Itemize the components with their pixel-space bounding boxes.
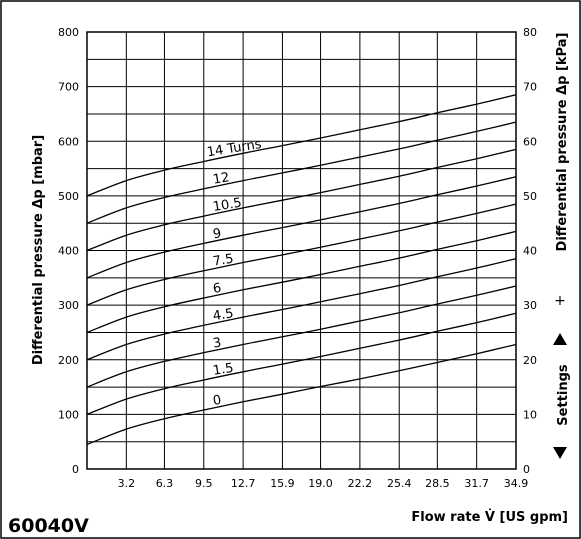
- x-axis-title: Flow rate V̇ [US gpm]: [411, 510, 568, 525]
- curve-1.5: [86, 312, 517, 416]
- triangle-down-icon: [553, 447, 567, 459]
- triangle-up-icon: [553, 333, 567, 345]
- y2-tick-label: 50: [523, 190, 537, 203]
- y2-tick-label: 20: [523, 354, 537, 367]
- model-label: 60040V: [8, 515, 89, 537]
- y-tick-label: 300: [58, 299, 79, 312]
- curve-label: 12: [212, 170, 231, 187]
- y2-tick-label: 80: [523, 26, 537, 39]
- y2-tick-label: 40: [523, 245, 537, 258]
- curve-label: 7.5: [212, 252, 235, 270]
- settings-plus: +: [554, 293, 566, 309]
- y-tick-label: 600: [58, 135, 79, 148]
- curve-label: 6: [212, 281, 223, 297]
- curve-label: 9: [212, 226, 223, 242]
- y-tick-label: 0: [72, 463, 79, 476]
- curve-label: 10.5: [212, 196, 243, 215]
- y2-tick-label: 60: [523, 135, 537, 148]
- y-axis-title: Differential pressure Δp [mbar]: [31, 135, 46, 365]
- y-tick-labels: 0 100 200 300 400 500 600 700 800: [58, 26, 79, 476]
- plot-border: [86, 31, 517, 470]
- x-tick-label: 12.7: [231, 477, 256, 490]
- x-tick-labels: 3.2 6.3 9.5 12.7 15.9 19.0 22.2 25.4 28.5 31.7 34.…: [118, 477, 529, 490]
- curve-0: [86, 343, 517, 446]
- curve-7.5: [86, 203, 517, 306]
- y-tick-label: 200: [58, 354, 79, 367]
- x-tick-label: 22.2: [348, 477, 373, 490]
- x-tick-label: 9.5: [195, 477, 213, 490]
- curve-10.5: [86, 148, 517, 252]
- x-tick-label: 28.5: [425, 477, 450, 490]
- settings-label: Settings: [556, 364, 571, 426]
- curve-label: 0: [212, 393, 223, 409]
- curve-3: [86, 285, 517, 388]
- curve-label: 3: [212, 335, 223, 351]
- x-tick-label: 31.7: [464, 477, 489, 490]
- curve-14turns: [86, 94, 517, 197]
- y-tick-label: 700: [58, 81, 79, 94]
- y-tick-label: 800: [58, 26, 79, 39]
- curve-4.5: [86, 258, 517, 361]
- curve-label: 4.5: [212, 306, 235, 324]
- y2-axis-title: Differential pressure Δp [kPa]: [555, 33, 570, 252]
- y2-tick-labels: 0 10 20 30 40 50 60 70 80: [523, 26, 537, 476]
- curve-9: [86, 176, 517, 279]
- x-tick-label: 19.0: [308, 477, 333, 490]
- x-tick-label: 15.9: [270, 477, 295, 490]
- y2-tick-label: 10: [523, 408, 537, 421]
- y2-tick-label: 30: [523, 299, 537, 312]
- curve-label: 1.5: [212, 361, 235, 379]
- y-tick-label: 400: [58, 245, 79, 258]
- y2-tick-label: 0: [523, 463, 530, 476]
- curve-6: [86, 230, 517, 334]
- curve-12: [86, 121, 517, 224]
- x-tick-label: 3.2: [118, 477, 136, 490]
- x-tick-label: 25.4: [387, 477, 412, 490]
- x-tick-label: 34.9: [504, 477, 529, 490]
- x-tick-label: 6.3: [156, 477, 174, 490]
- y-tick-label: 500: [58, 190, 79, 203]
- y2-tick-label: 70: [523, 81, 537, 94]
- y-tick-label: 100: [58, 408, 79, 421]
